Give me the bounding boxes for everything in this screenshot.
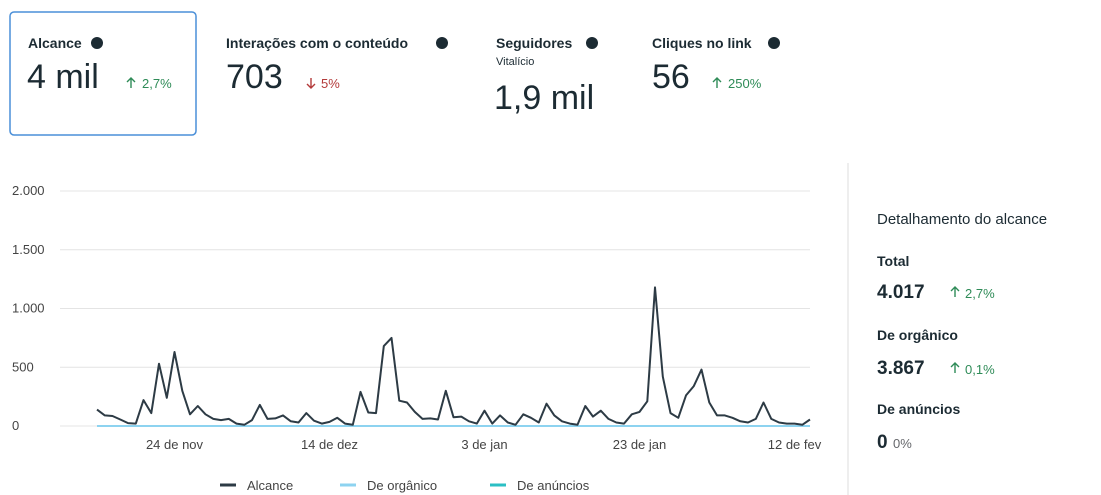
- x-tick-label: 24 de nov: [146, 437, 204, 452]
- info-icon[interactable]: [436, 37, 448, 49]
- up-arrow: [950, 286, 960, 297]
- x-tick-label: 3 de jan: [461, 437, 507, 452]
- breakdown-value: 4.017: [877, 282, 925, 303]
- info-icon[interactable]: [586, 37, 598, 49]
- y-tick-label: 0: [12, 418, 19, 433]
- breakdown-title: Detalhamento do alcance: [877, 211, 1047, 228]
- up-arrow: [950, 362, 960, 373]
- y-tick-label: 500: [12, 359, 34, 374]
- breakdown-value: 3.867: [877, 358, 925, 379]
- metric-subtitle: Vitalício: [496, 56, 534, 68]
- metric-change: 250%: [728, 76, 762, 91]
- metric-change: 2,7%: [142, 76, 172, 91]
- breakdown-label: De anúncios: [877, 401, 960, 417]
- metric-title: Seguidores: [496, 35, 572, 51]
- breakdown-label: Total: [877, 253, 909, 269]
- y-tick-label: 1.000: [12, 301, 45, 316]
- legend-label: Alcance: [247, 478, 293, 493]
- y-tick-label: 1.500: [12, 242, 45, 257]
- info-icon[interactable]: [768, 37, 780, 49]
- metric-value: 1,9 mil: [494, 79, 594, 117]
- info-icons: [91, 37, 780, 49]
- breakdown-change: 0%: [893, 436, 912, 451]
- x-tick-label: 23 de jan: [613, 437, 667, 452]
- info-icon[interactable]: [91, 37, 103, 49]
- metric-change: 5%: [321, 76, 340, 91]
- up-arrow: [126, 77, 136, 88]
- y-tick-label: 2.000: [12, 183, 45, 198]
- down-arrow: [306, 78, 316, 89]
- breakdown-label: De orgânico: [877, 327, 958, 343]
- metric-title: Alcance: [28, 35, 82, 51]
- legend-label: De anúncios: [517, 478, 590, 493]
- series-line: [96, 286, 811, 426]
- x-tick-label: 14 de dez: [301, 437, 358, 452]
- x-tick-label: 12 de fev: [768, 437, 822, 452]
- metric-title: Cliques no link: [652, 35, 752, 51]
- breakdown-change: 0,1%: [965, 362, 995, 377]
- selected-card[interactable]: [9, 11, 197, 136]
- up-arrow: [712, 77, 722, 88]
- metric-value: 703: [226, 58, 283, 96]
- metric-value: 56: [652, 58, 690, 96]
- breakdown-value: 0: [877, 432, 888, 453]
- metric-title: Interações com o conteúdo: [226, 35, 408, 51]
- breakdown-change: 2,7%: [965, 286, 995, 301]
- legend-label: De orgânico: [367, 478, 437, 493]
- metric-value: 4 mil: [27, 58, 99, 96]
